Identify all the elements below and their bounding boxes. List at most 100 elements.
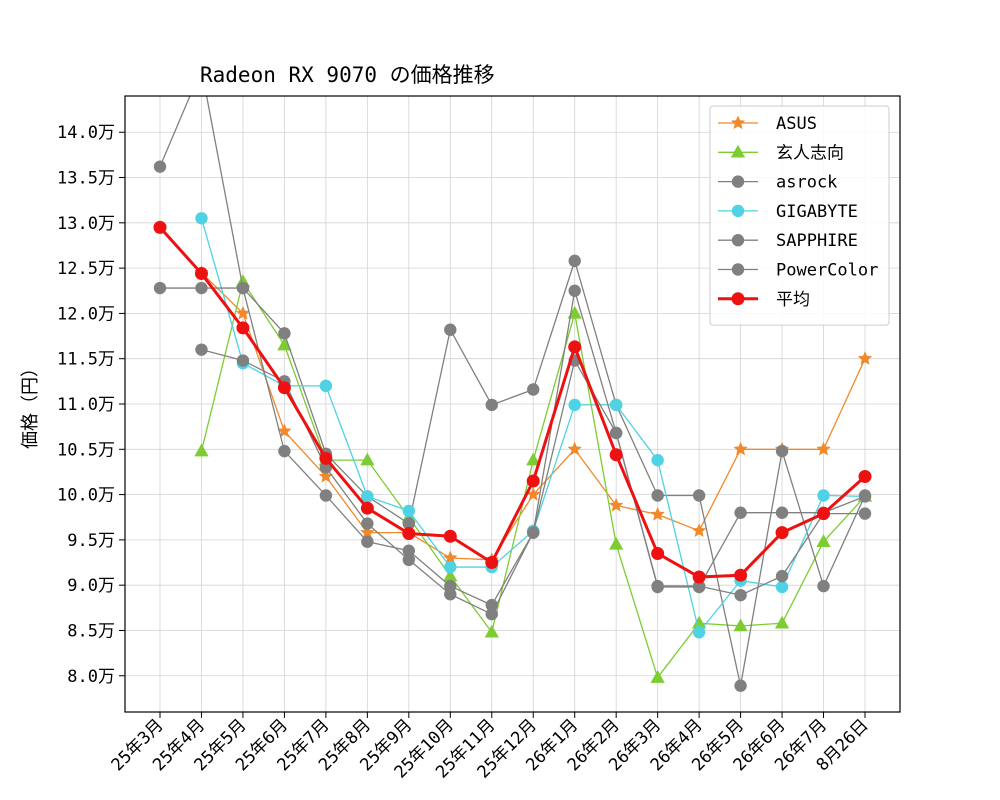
- data-point-series-6: [277, 381, 291, 395]
- data-point-series-6: [775, 526, 789, 540]
- data-point-series-6: [153, 220, 167, 234]
- data-point-powercolor: [236, 354, 250, 367]
- data-point-gigabyte: [361, 490, 374, 503]
- data-point-series-6: [568, 340, 582, 354]
- data-point-powercolor: [444, 588, 457, 601]
- data-point-asrock: [153, 160, 167, 173]
- legend-label: SAPPHIRE: [776, 231, 858, 251]
- legend-label: 平均: [776, 290, 810, 310]
- data-point-series-1: [691, 615, 707, 629]
- data-point-series-6: [817, 507, 831, 521]
- data-point-sapphire: [568, 284, 581, 297]
- data-point-asrock: [775, 444, 789, 458]
- legend-marker-sapphire: [731, 234, 745, 247]
- data-point-gigabyte: [444, 560, 457, 574]
- data-point-series-1: [277, 337, 292, 351]
- legend-box: [709, 105, 890, 326]
- data-point-series-1: [733, 618, 748, 632]
- legend-marker-gigabyte: [731, 204, 745, 218]
- data-point-gigabyte: [609, 398, 623, 412]
- data-point-asrock: [817, 579, 830, 593]
- series-line-asus: [159, 226, 866, 561]
- data-point-powercolor: [692, 580, 706, 594]
- data-point-gigabyte: [319, 379, 333, 393]
- data-point-series-1: [526, 452, 541, 466]
- data-point-gigabyte: [775, 580, 789, 594]
- data-point-gigabyte: [651, 453, 664, 467]
- y-tick-label: 8.0万: [67, 667, 115, 687]
- data-point-powercolor: [734, 506, 747, 519]
- data-point-powercolor: [858, 490, 872, 503]
- legend: ASUS 玄人志向 asrock GIGABYTE SAPPHIRE PowerColor…: [709, 105, 890, 326]
- y-tick-label: 10.5万: [57, 440, 115, 460]
- legend-label: asrock: [776, 173, 837, 193]
- data-point-series-1: [360, 452, 375, 466]
- data-point-asus: [857, 351, 873, 365]
- y-tick-label: 8.5万: [67, 621, 115, 641]
- data-point-sapphire: [775, 569, 789, 583]
- data-point-asrock: [692, 489, 706, 502]
- data-point-series-6: [485, 556, 499, 570]
- data-point-gigabyte: [817, 489, 830, 502]
- y-axis-label: 価格（円）: [20, 359, 41, 449]
- data-point-powercolor: [361, 517, 374, 530]
- data-point-series-6: [319, 451, 333, 465]
- y-tick-label: 10.0万: [57, 486, 115, 506]
- data-point-gigabyte: [402, 504, 416, 518]
- legend-marker-asus: [730, 115, 746, 130]
- data-point-series-6: [692, 570, 706, 584]
- data-point-powercolor: [527, 526, 540, 539]
- data-point-asrock: [402, 517, 416, 530]
- data-point-asrock: [568, 254, 581, 268]
- legend-label: GIGABYTE: [776, 202, 858, 222]
- legend-marker-series-6: [731, 292, 745, 306]
- data-point-sapphire: [236, 281, 250, 295]
- data-point-asrock: [651, 489, 664, 502]
- data-point-sapphire: [402, 544, 416, 557]
- y-tick-label: 9.0万: [67, 576, 115, 596]
- legend-label: ASUS: [776, 114, 817, 134]
- data-point-series-6: [236, 321, 250, 335]
- data-point-powercolor: [195, 343, 208, 356]
- data-point-series-1: [816, 534, 831, 547]
- data-point-series-1: [443, 568, 458, 582]
- y-tick-label: 12.5万: [57, 259, 115, 279]
- legend-label: PowerColor: [776, 261, 878, 281]
- series-line-sapphire: [160, 287, 865, 606]
- y-tick-label: 9.5万: [67, 531, 115, 551]
- data-point-sapphire: [153, 281, 167, 295]
- data-point-gigabyte: [692, 626, 706, 639]
- data-point-powercolor: [775, 506, 789, 519]
- data-point-sapphire: [278, 444, 291, 458]
- data-point-asus: [235, 305, 251, 320]
- series-line-asrock: [159, 96, 866, 687]
- data-point-powercolor: [609, 426, 623, 440]
- data-point-asrock: [278, 327, 291, 340]
- data-point-sapphire: [858, 507, 872, 520]
- data-point-asus: [650, 506, 665, 521]
- series-series-6: [153, 220, 872, 584]
- data-point-asrock: [527, 383, 540, 396]
- data-point-powercolor: [402, 553, 416, 567]
- data-point-asus: [733, 441, 748, 456]
- data-point-powercolor: [485, 607, 498, 621]
- data-point-sapphire: [361, 535, 374, 548]
- data-point-series-6: [858, 469, 872, 483]
- data-point-series-6: [402, 527, 416, 541]
- data-point-series-6: [651, 546, 665, 560]
- data-point-asus: [567, 441, 582, 456]
- legend-marker-series-1: [730, 144, 746, 158]
- series-layer: [152, 96, 873, 692]
- data-point-series-1: [774, 615, 790, 629]
- chart-title: Radeon RX 9070 の価格推移: [200, 63, 495, 87]
- data-point-gigabyte: [568, 398, 581, 412]
- data-point-series-1: [194, 443, 209, 457]
- y-tick-label: 11.5万: [57, 350, 115, 370]
- data-point-series-6: [443, 529, 457, 543]
- data-point-asrock: [734, 679, 747, 692]
- data-point-gigabyte: [195, 212, 208, 225]
- legend-marker-powercolor: [731, 263, 745, 276]
- data-point-series-6: [734, 568, 748, 582]
- data-point-series-6: [526, 474, 540, 488]
